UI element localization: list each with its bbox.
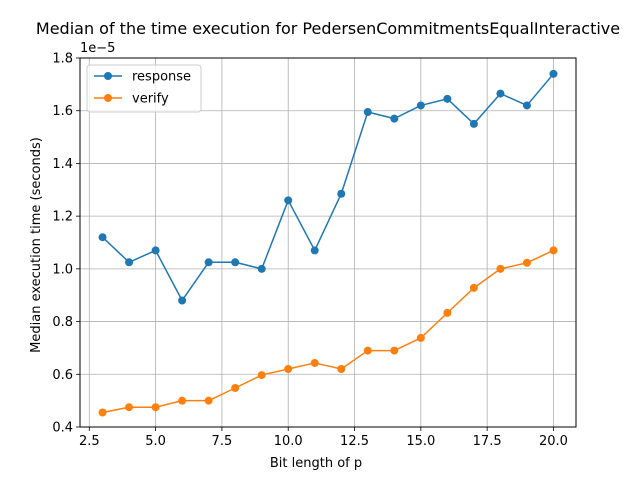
data-point-verify — [125, 403, 134, 412]
data-point-response — [390, 114, 399, 123]
series-line-verify — [102, 249, 554, 414]
series-line-response — [102, 73, 555, 302]
data-point-response — [310, 246, 319, 255]
data-point-verify — [496, 264, 505, 273]
data-point-verify — [284, 365, 293, 374]
data-point-response — [522, 101, 531, 110]
series-response — [98, 69, 558, 305]
data-point-response — [204, 258, 213, 267]
legend: response verify — [86, 64, 202, 113]
data-point-response — [284, 196, 293, 205]
data-point-verify — [390, 346, 399, 355]
legend-marker — [104, 72, 112, 80]
x-tick-label: 2.5 — [79, 434, 100, 449]
x-axis: 2.5 5.0 7.5 10.0 12.5 15.0 17.5 20.0 — [79, 427, 568, 449]
data-point-response — [178, 296, 187, 305]
x-tick-label: 10.0 — [274, 434, 303, 449]
x-tick-label: 12.5 — [340, 434, 369, 449]
data-point-verify — [151, 403, 160, 412]
y-tick-label: 0.4 — [52, 421, 73, 436]
series-verify — [98, 246, 558, 417]
y-tick-label: 1.8 — [52, 52, 73, 67]
data-point-verify — [98, 408, 107, 417]
data-point-response — [443, 94, 452, 103]
x-tick-label: 17.5 — [473, 434, 502, 449]
legend-marker — [104, 94, 112, 102]
data-point-response — [231, 258, 240, 267]
x-tick-label: 20.0 — [539, 434, 568, 449]
data-point-response — [98, 233, 107, 242]
data-point-verify — [522, 258, 531, 267]
legend-label: response — [132, 70, 191, 85]
data-point-verify — [549, 246, 558, 255]
data-point-verify — [337, 365, 346, 374]
chart-title: Median of the time execution for Pederse… — [36, 19, 620, 38]
x-tick-label: 7.5 — [212, 434, 233, 449]
data-point-verify — [363, 346, 372, 355]
data-point-response — [151, 246, 160, 255]
y-axis-offset-label: 1e−5 — [80, 41, 115, 56]
data-point-verify — [178, 396, 187, 405]
data-point-verify — [204, 396, 213, 405]
legend-item-response: response — [94, 70, 191, 85]
data-point-response — [469, 119, 478, 128]
plot-frame — [79, 57, 577, 428]
y-tick-label: 1.0 — [52, 262, 73, 277]
y-tick-label: 0.8 — [52, 315, 73, 330]
y-axis-label: Median execution time (seconds) — [29, 137, 44, 353]
y-tick-label: 1.2 — [52, 210, 73, 225]
data-point-verify — [231, 383, 240, 392]
data-point-verify — [469, 283, 478, 292]
grid-lines — [80, 57, 576, 428]
data-point-response — [337, 189, 346, 198]
data-point-response — [125, 258, 134, 267]
y-axis: 0.4 0.6 0.8 1.0 1.2 1.4 1.6 1.8 — [52, 52, 80, 436]
y-tick-label: 1.4 — [52, 157, 73, 172]
data-point-verify — [257, 371, 266, 380]
data-point-verify — [310, 358, 319, 367]
legend-item-verify: verify — [94, 92, 169, 107]
y-tick-label: 1.6 — [52, 104, 73, 119]
data-point-response — [416, 101, 425, 110]
series-layer — [98, 69, 558, 417]
data-point-response — [549, 69, 558, 78]
data-point-response — [257, 264, 266, 273]
x-tick-label: 15.0 — [406, 434, 435, 449]
data-point-response — [363, 108, 372, 117]
data-point-verify — [416, 333, 425, 342]
x-axis-label: Bit length of p — [270, 456, 362, 471]
data-point-verify — [443, 308, 452, 317]
y-tick-label: 0.6 — [52, 368, 73, 383]
legend-label: verify — [132, 92, 169, 107]
x-tick-label: 5.0 — [145, 434, 166, 449]
data-point-response — [496, 89, 505, 98]
